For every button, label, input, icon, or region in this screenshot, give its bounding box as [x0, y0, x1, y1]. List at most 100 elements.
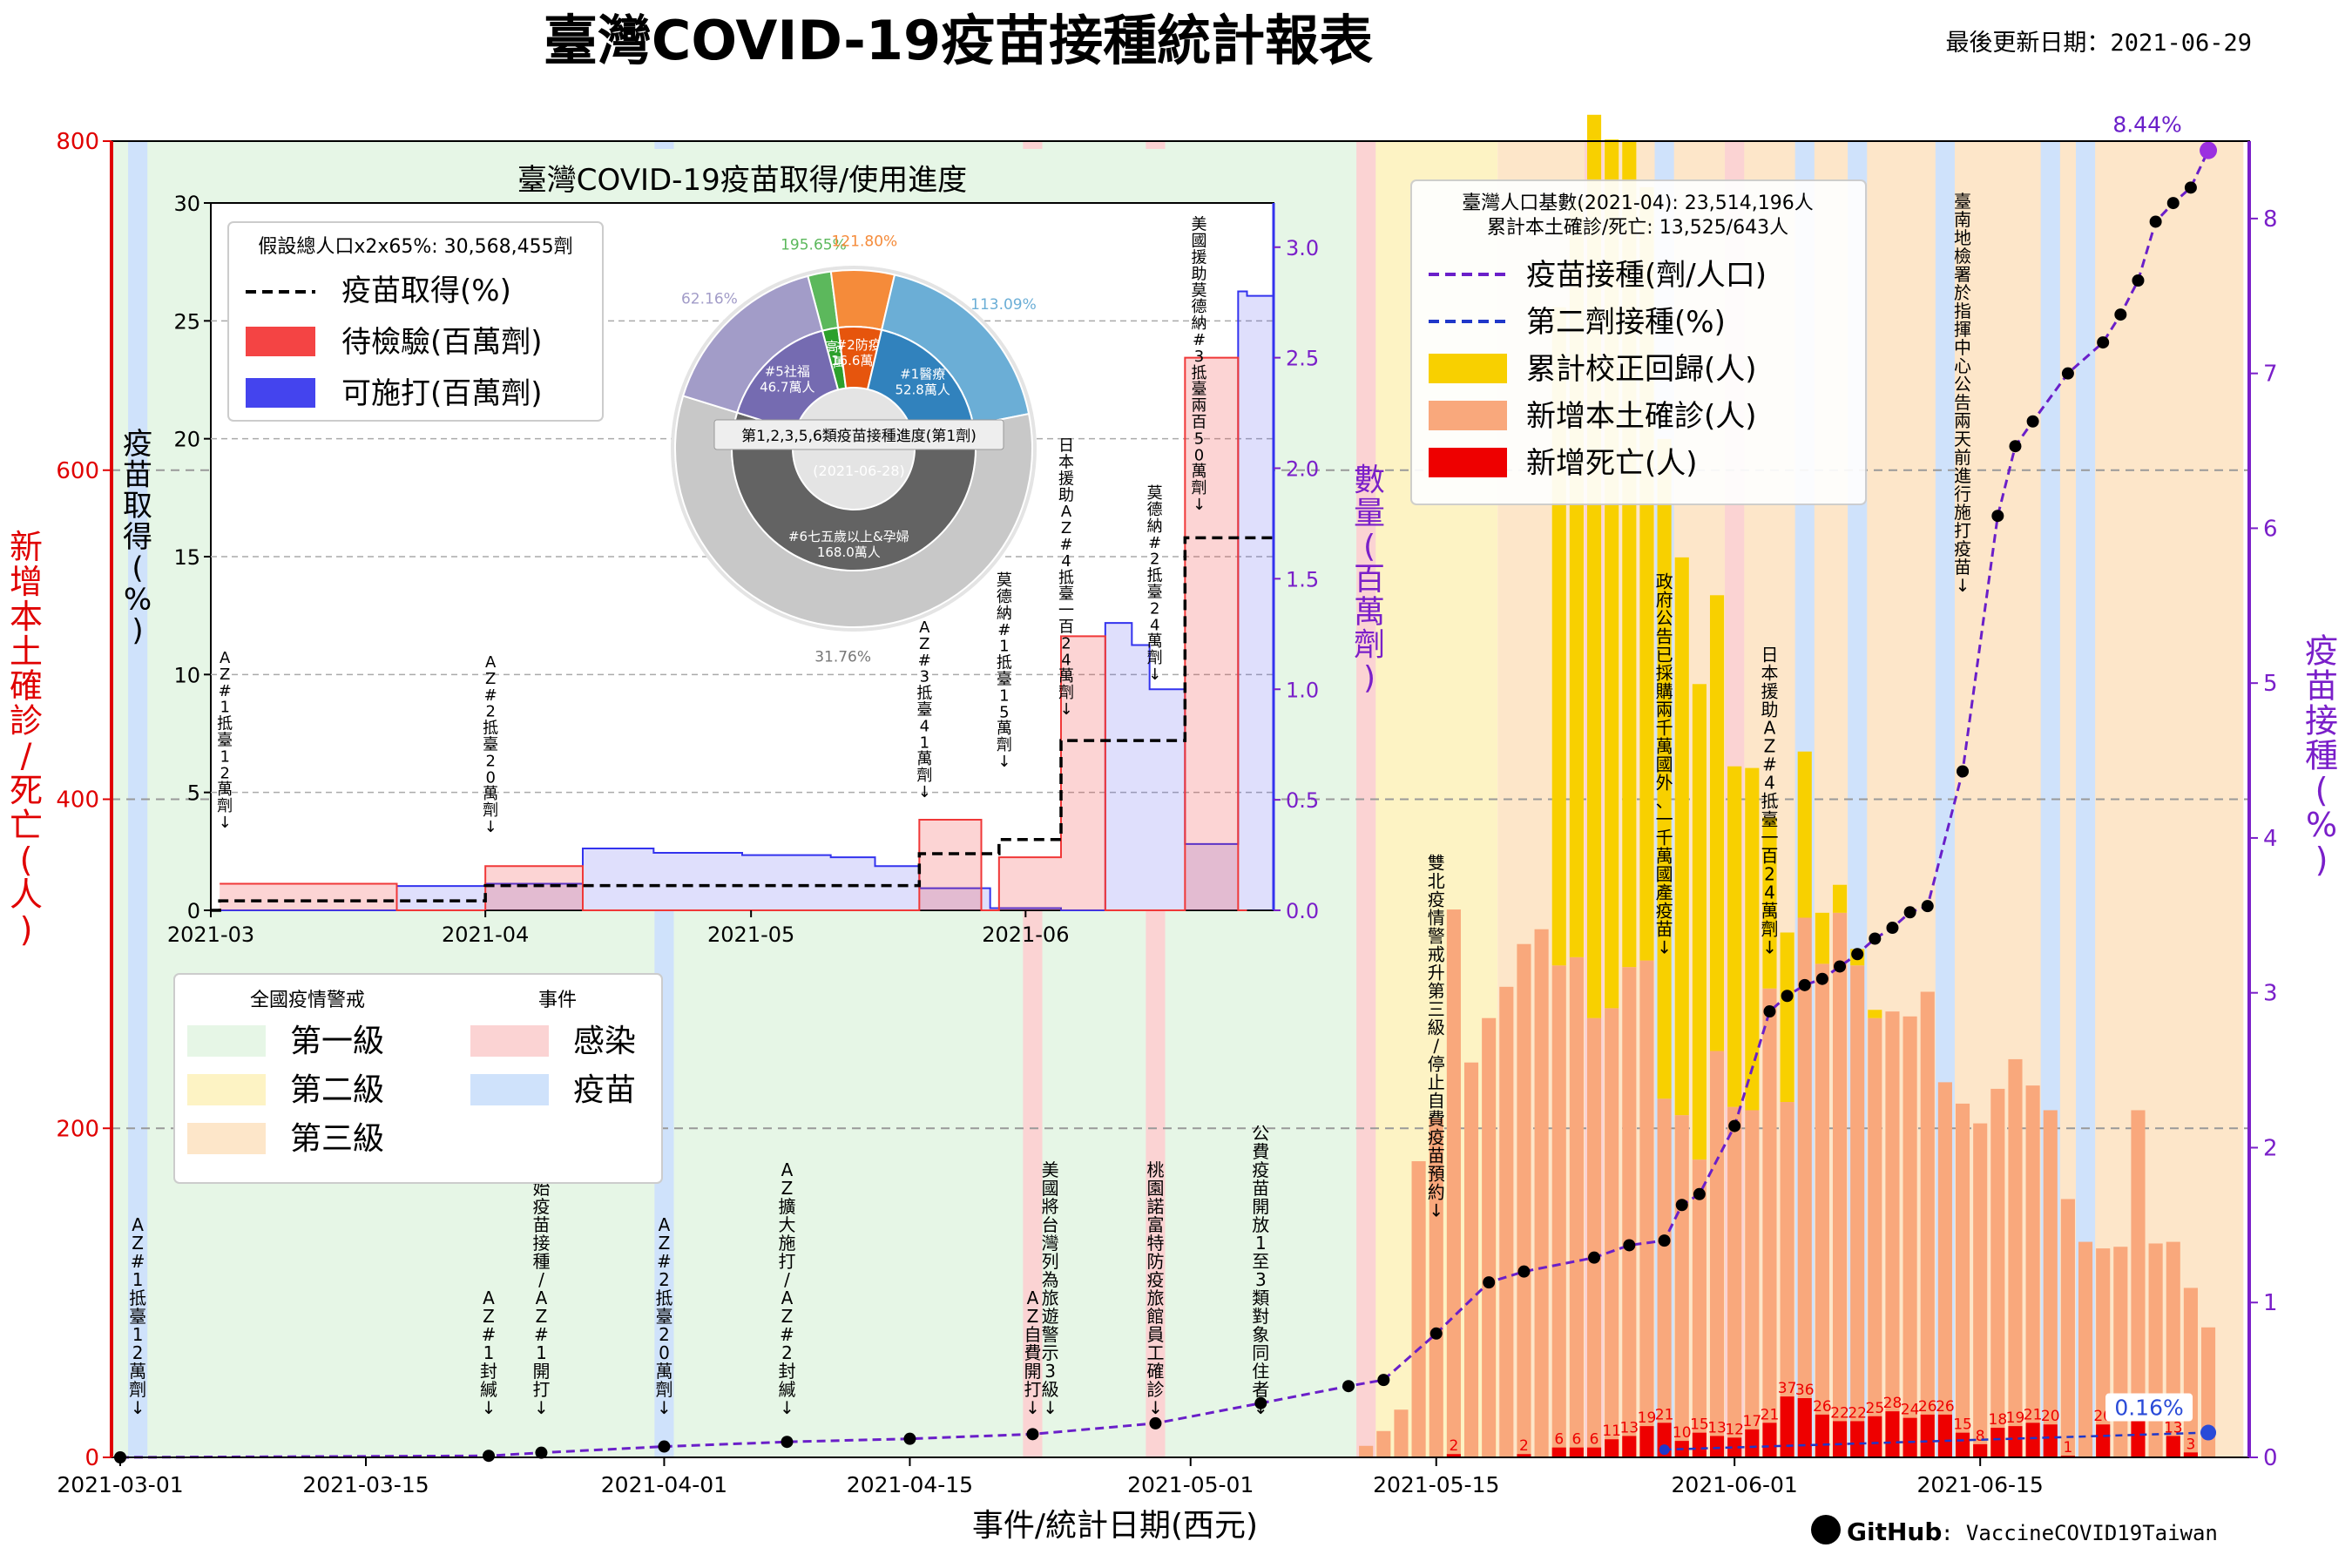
new-case-bar [1885, 1011, 1900, 1457]
annotation-char: ↓ [131, 1397, 145, 1418]
group-name: #1醫療 [900, 367, 945, 382]
death-value-label: 17 [1743, 1413, 1762, 1430]
usable-area [211, 291, 1274, 910]
annotation-char: ↓ [997, 753, 1010, 771]
annotation-char: 臺 [1192, 381, 1207, 399]
inset-y-tick-label: 30 [173, 192, 200, 216]
annotation-char: 戒 [1428, 944, 1445, 965]
annotation-char: / [1433, 1036, 1439, 1057]
dose-end-label: 8.44% [2112, 112, 2181, 138]
annotation-char: 開 [1252, 1196, 1269, 1217]
annotation-char: 國 [1656, 863, 1673, 884]
death-value-label: 24 [1901, 1402, 1920, 1419]
annotation-char: 臺 [655, 1306, 672, 1327]
annotation-char: 告 [1954, 392, 1971, 413]
correction-bar [1762, 817, 1777, 989]
annotation-char: 數 [1354, 463, 1385, 498]
annotation-char: 台 [1042, 1214, 1059, 1235]
death-value-label: 26 [1936, 1398, 1955, 1416]
new-case-bar [1534, 929, 1549, 1457]
annotation-char: 、 [1656, 790, 1673, 811]
annotation-char: A [781, 1159, 794, 1180]
annotation-char: # [997, 621, 1010, 639]
dose-point [1851, 948, 1864, 961]
death-bar [2183, 1452, 2198, 1457]
y2-tick-label: 1 [2263, 1290, 2278, 1316]
annotation-char: 疫 [1428, 1127, 1445, 1148]
annotation-char: 級 [1428, 1017, 1445, 1038]
annotation-char: 納 [1147, 517, 1163, 536]
dose-point [1921, 900, 1934, 913]
annotation-char: # [219, 682, 232, 700]
annotation-char: 抵 [217, 715, 233, 733]
inset-y2-title: 數量(百萬劑) [1354, 463, 1385, 696]
annotation-char: 桃 [1146, 1159, 1164, 1180]
dose-point [2061, 367, 2074, 380]
annotation-char: 檢 [1954, 246, 1971, 267]
annotation-char: 兩 [1192, 397, 1207, 416]
dose-point [1429, 1327, 1443, 1340]
dose-end-label-box [2104, 109, 2192, 139]
annotation-char: 中 [1954, 337, 1971, 358]
second-dose-point [1659, 1444, 1670, 1456]
inner-group-label: #1醫療 52.8萬人 [895, 367, 950, 398]
github-credit[interactable]: GitHub : VaccineCOVID19Taiwan [1811, 1515, 2218, 1546]
inset-x-tick-label: 2021-04 [442, 923, 529, 947]
annotation-char: 死 [10, 771, 43, 809]
annotation-char: 自 [1024, 1324, 1041, 1345]
new-case-bar [1832, 912, 1848, 1457]
annotation-char: 於 [1954, 282, 1971, 303]
level-legend-label: 感染 [573, 1024, 636, 1059]
dose-point [1781, 990, 1794, 1003]
annotation-char: Z [132, 1233, 144, 1254]
event-annotation: 公費疫苗開放 1 至 3 類對象同住者↓ [1252, 1123, 1269, 1418]
annotation-char: 揮 [1954, 319, 1971, 340]
annotation-char: 診 [10, 702, 43, 740]
inset-y-title: 疫苗取得(%) [123, 427, 152, 648]
annotation-char: 打 [1954, 520, 1971, 541]
dose-point [2149, 215, 2162, 228]
death-value-label: 22 [1848, 1404, 1867, 1422]
y2-tick-label: 8 [2263, 206, 2278, 233]
annotation-char: 工 [1146, 1342, 1164, 1363]
dose-point [1254, 1396, 1267, 1409]
legend-box-swatch [1429, 448, 1507, 477]
x-tick-label: 2021-03-01 [57, 1472, 183, 1497]
dose-point [483, 1450, 496, 1463]
annotation-char: Z [919, 635, 929, 653]
x-tick-label: 2021-04-15 [847, 1472, 973, 1497]
annotation-char: 苗 [2305, 667, 2338, 706]
event-annotation: 雙北疫情警戒升第三級/停止自費疫苗預約↓ [1428, 853, 1445, 1221]
annotation-char: 取 [123, 489, 152, 524]
event-annotation: 政府公告已採購兩千萬國外、一千萬國產疫苗↓ [1656, 571, 1673, 957]
death-value-label: 21 [1655, 1406, 1674, 1423]
annotation-char: 擴 [778, 1196, 795, 1217]
annotation-char: 納 [997, 605, 1012, 623]
annotation-char: 本 [1761, 662, 1778, 683]
annotation-char: ↓ [1429, 1200, 1443, 1221]
annotation-char: Z [659, 1233, 671, 1254]
annotation-char: 疫 [1252, 1159, 1269, 1180]
new-case-bar [1463, 1062, 1479, 1457]
annotation-char: 接 [2305, 701, 2338, 740]
annotation-char: ↓ [780, 1397, 794, 1418]
annotation-char: 增 [10, 563, 43, 601]
annotation-char: 千 [1656, 717, 1673, 738]
annotation-char: 象 [1252, 1324, 1269, 1345]
event-annotations: AZ#1抵臺12萬劑↓AZ#1封緘↓開始疫苗接種/AZ#1開打↓AZ#2抵臺20… [129, 191, 1971, 1418]
level-legend-label: 第三級 [290, 1121, 384, 1157]
annotation-char: 1 [220, 747, 229, 766]
github-label: GitHub [1847, 1517, 1942, 1546]
level-legend-label: 第一級 [290, 1024, 384, 1059]
new-case-bar [1569, 956, 1584, 1457]
new-case-bar [1657, 1098, 1672, 1457]
annotation-char: # [1148, 534, 1161, 552]
annotation-char: 5 [1194, 429, 1204, 448]
annotation-char: 3 [920, 668, 929, 686]
annotation-char: 施 [1954, 502, 1971, 523]
group-name: #2防疫 [836, 337, 882, 353]
annotation-char: 美 [1042, 1159, 1059, 1180]
